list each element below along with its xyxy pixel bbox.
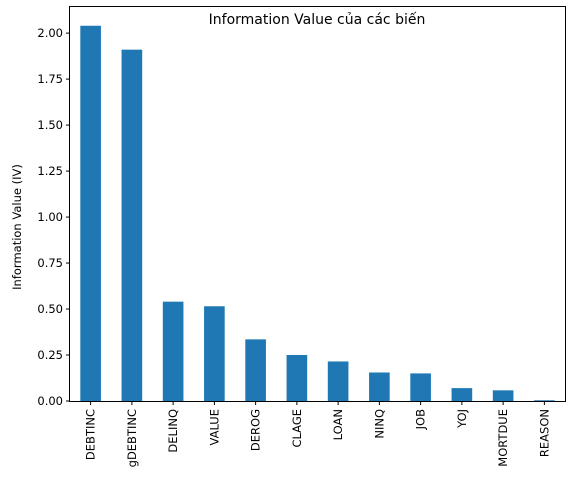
bar-loan: [327, 361, 349, 401]
bar-yoj: [451, 388, 473, 401]
y-tick-label: 1.50: [37, 118, 63, 132]
y-axis-ticks: 0.00 0.25 0.50 0.75 1.00 1.25 1.50 1.75 2.00: [37, 26, 70, 408]
y-axis-title: Information Value (IV): [10, 164, 24, 290]
bar-delinq: [162, 301, 184, 401]
x-tick-label: NINQ: [372, 409, 386, 439]
x-tick-label: DEBTINC: [84, 409, 98, 460]
bars-group: [80, 25, 555, 402]
y-tick-label: 1.25: [37, 164, 63, 178]
y-tick-label: 0.50: [37, 302, 63, 316]
x-tick-label: VALUE: [207, 409, 221, 446]
chart-title: Information Value của các biến: [209, 11, 426, 28]
bar-gdebtinc: [121, 49, 143, 402]
y-tick-label: 0.00: [37, 394, 63, 408]
bar-clage: [286, 355, 308, 401]
x-tick-label: CLAGE: [290, 409, 304, 448]
x-tick-label: gDEBTINC: [125, 409, 139, 467]
x-tick-label: JOB: [414, 409, 428, 430]
y-tick-label: 0.75: [37, 256, 63, 270]
bar-mortdue: [492, 390, 514, 401]
x-tick-label: LOAN: [331, 409, 345, 440]
y-tick-label: 1.00: [37, 210, 63, 224]
plot-frame: [69, 6, 566, 402]
bar-job: [410, 373, 431, 401]
y-tick-label: 0.25: [37, 348, 63, 362]
bar-derog: [245, 339, 266, 401]
bar-ninq: [369, 372, 390, 401]
x-tick-label: MORTDUE: [496, 409, 510, 467]
y-tick-label: 1.75: [37, 72, 63, 86]
x-tick-label: REASON: [537, 409, 551, 457]
bar-reason: [534, 400, 555, 401]
x-tick-label: YOJ: [455, 409, 469, 429]
x-axis-ticks: DEBTINC gDEBTINC DELINQ VALUE DEROG CLAGE LOAN…: [84, 401, 551, 467]
bar-value: [204, 306, 225, 401]
x-tick-label: DELINQ: [166, 409, 180, 453]
y-tick-label: 2.00: [37, 26, 63, 40]
bar-debtinc: [80, 25, 101, 401]
x-tick-label: DEROG: [249, 409, 263, 451]
